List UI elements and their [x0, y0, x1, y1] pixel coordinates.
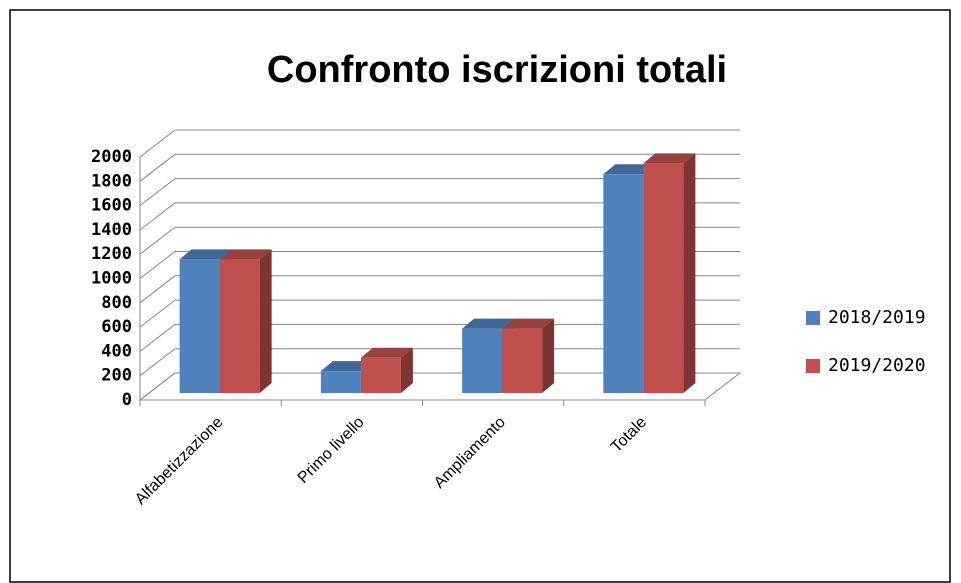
bar [603, 174, 644, 393]
grid-line [139, 153, 740, 182]
bar-top [462, 318, 515, 329]
bar [643, 163, 684, 393]
y-tick-label: 1800 [91, 171, 132, 191]
bar [502, 328, 543, 393]
bar-side [542, 318, 555, 393]
y-tick-label: 800 [101, 293, 132, 313]
bar-side [683, 153, 696, 393]
legend-swatch [806, 311, 820, 325]
legend-label: 2019/2020 [828, 355, 926, 376]
y-tick-label: 0 [122, 390, 132, 410]
grid-line [139, 251, 740, 279]
grid-line [139, 226, 740, 255]
bar-top [502, 318, 555, 329]
bar-top [603, 164, 656, 175]
bar [219, 259, 260, 393]
grid-line [139, 299, 740, 328]
y-tick-label: 600 [101, 317, 132, 337]
grid-line [139, 178, 740, 206]
chart-border [9, 9, 951, 583]
bar-top [360, 347, 413, 358]
bar [462, 328, 503, 393]
bar-side [400, 347, 413, 393]
bar [360, 357, 401, 393]
bar-side [259, 249, 272, 393]
chart-title: Confronto iscrizioni totali [267, 49, 727, 91]
legend-swatch [806, 359, 820, 373]
y-tick-label: 1200 [91, 244, 132, 264]
bar-top [320, 361, 373, 372]
y-tick-label: 400 [101, 341, 132, 361]
y-tick-label: 2000 [91, 147, 132, 167]
grid-line [139, 202, 740, 231]
bar-top [179, 249, 232, 260]
bar [320, 371, 361, 393]
y-tick-label: 1400 [91, 220, 132, 240]
grid-line [139, 129, 740, 158]
bar-top [643, 153, 696, 164]
bar-top [219, 249, 272, 260]
grid-line [139, 275, 740, 304]
bar [179, 259, 220, 393]
y-tick-label: 1000 [91, 269, 132, 289]
legend-label: 2018/2019 [828, 307, 926, 328]
y-tick-label: 200 [101, 366, 132, 386]
y-tick-label: 1600 [91, 196, 132, 216]
